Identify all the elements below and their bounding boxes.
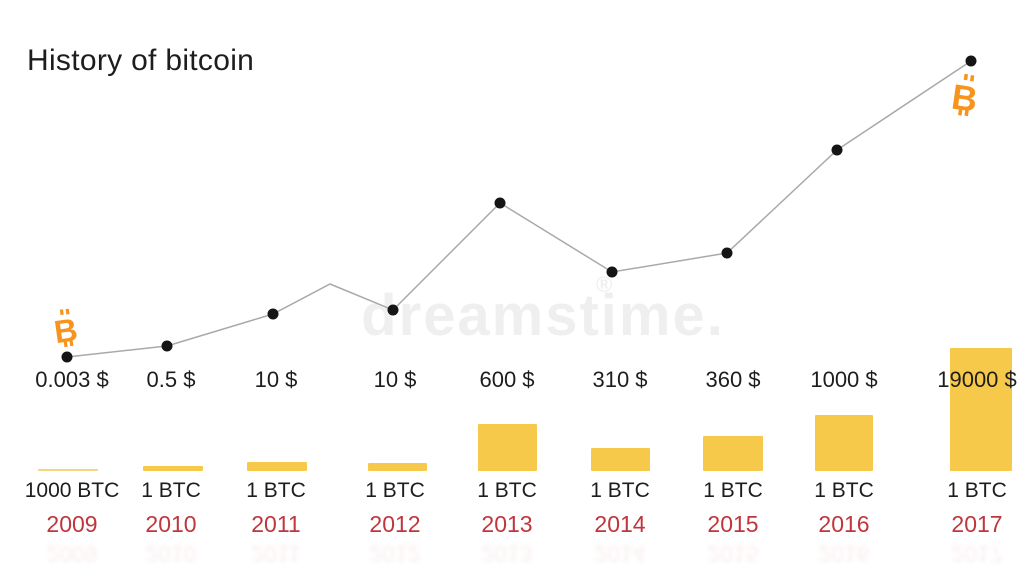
btc-amount-label-2011: 1 BTC <box>246 479 306 502</box>
year-label-2013: 2013 <box>481 511 533 537</box>
btc-amount-label-2009: 1000 BTC <box>24 479 120 502</box>
btc-amount-label-2013: 1 BTC <box>477 479 537 502</box>
btc-amount-label-2015: 1 BTC <box>703 479 763 502</box>
bitcoin-icon-start: B <box>48 307 84 350</box>
year-label-2009: 2009 <box>46 511 98 537</box>
bitcoin-icon-end: B <box>945 72 985 120</box>
svg-text:B: B <box>52 311 80 349</box>
btc-amount-label-2012: 1 BTC <box>365 479 425 502</box>
data-point <box>721 247 733 259</box>
data-point <box>161 340 173 352</box>
price-label-2011: 10 $ <box>254 367 298 392</box>
year-label-2012: 2012 <box>369 511 421 537</box>
data-point <box>831 144 843 156</box>
btc-bar-2011 <box>247 462 307 471</box>
data-point <box>494 197 506 209</box>
data-point <box>61 351 73 363</box>
year-label-2014: 2014 <box>594 511 646 537</box>
price-label-2013: 600 $ <box>479 367 535 392</box>
svg-text:B: B <box>949 78 980 119</box>
btc-bar-2016 <box>815 415 873 471</box>
btc-amount-label-2017: 1 BTC <box>947 479 1007 502</box>
price-label-2014: 310 $ <box>592 367 648 392</box>
btc-bar-2012 <box>368 463 427 471</box>
btc-bar-2014 <box>591 448 650 471</box>
year-reflection-2013: 2013 <box>481 541 533 567</box>
price-label-2009: 0.003 $ <box>35 367 109 392</box>
btc-bar-2017 <box>950 348 1012 471</box>
price-label-2017: 19000 $ <box>937 367 1017 392</box>
year-reflection-2016: 2016 <box>818 541 870 567</box>
year-label-2016: 2016 <box>818 511 870 537</box>
data-point <box>267 308 279 320</box>
year-label-2010: 2010 <box>145 511 197 537</box>
year-reflection-2012: 2012 <box>369 541 421 567</box>
btc-bar-2013 <box>478 424 537 471</box>
year-reflection-2017: 2017 <box>951 541 1003 567</box>
btc-bar-2009 <box>38 469 98 471</box>
price-label-2012: 10 $ <box>373 367 417 392</box>
btc-amount-label-2010: 1 BTC <box>141 479 201 502</box>
btc-amount-label-2014: 1 BTC <box>590 479 650 502</box>
btc-bar-2010 <box>143 466 203 471</box>
price-label-2016: 1000 $ <box>810 367 878 392</box>
year-label-2011: 2011 <box>251 511 301 537</box>
year-label-2017: 2017 <box>951 511 1003 537</box>
watermark-registered-icon: ® <box>596 272 613 297</box>
price-label-2015: 360 $ <box>705 367 761 392</box>
year-reflection-2011: 2011 <box>251 541 301 567</box>
year-reflection-2014: 2014 <box>594 541 646 567</box>
page-title: History of bitcoin <box>27 44 255 77</box>
btc-amount-label-2016: 1 BTC <box>814 479 874 502</box>
data-point <box>965 55 977 67</box>
price-label-2010: 0.5 $ <box>146 367 196 392</box>
watermark: dreamstime. <box>361 283 725 348</box>
btc-bar-2015 <box>703 436 763 471</box>
year-label-2015: 2015 <box>707 511 759 537</box>
